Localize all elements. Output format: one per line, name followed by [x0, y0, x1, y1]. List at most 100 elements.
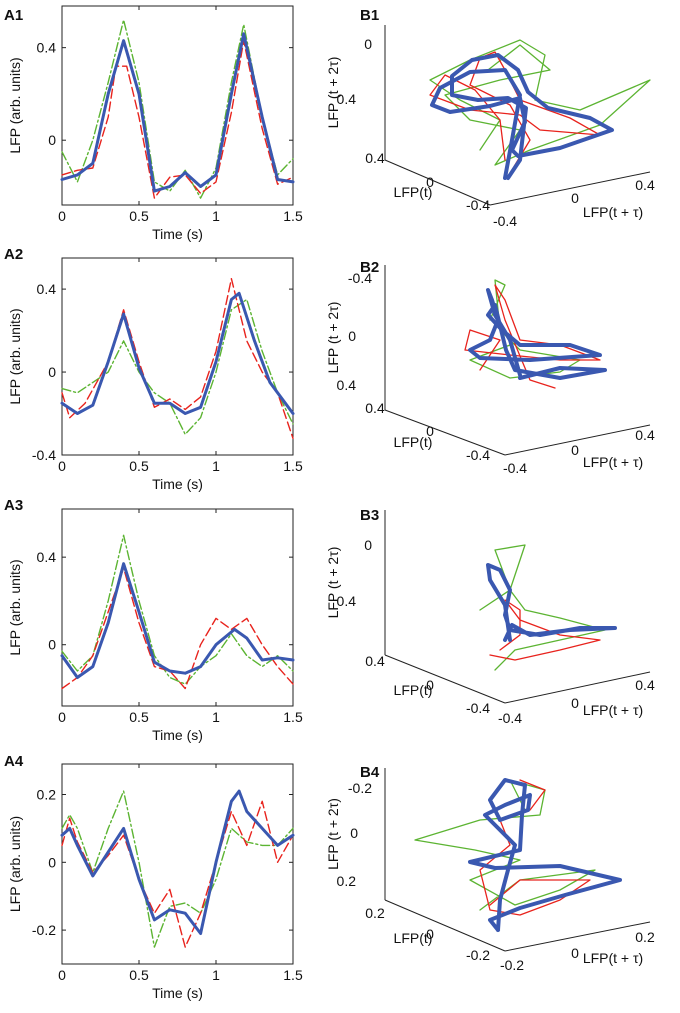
y-axis-line	[504, 921, 651, 952]
panel-label: A4	[4, 753, 24, 770]
y-axis-label: LFP (arb. units)	[7, 57, 23, 153]
y-tick-label: 0	[48, 637, 56, 653]
y-tick-label: 0	[571, 695, 579, 711]
x-tick-label: 1.5	[283, 458, 303, 474]
y-tick-label: 0	[48, 854, 56, 870]
series-line-red	[61, 278, 294, 440]
x-tick-label: 1	[212, 208, 220, 224]
x-tick-label: 0	[426, 423, 434, 439]
x-tick-label: 1	[212, 709, 220, 725]
trajectory-blue	[468, 288, 607, 380]
x-axis-label: LFP(t)	[394, 930, 433, 946]
x-tick-label: 1	[212, 458, 220, 474]
trajectory-red	[464, 284, 601, 389]
series-line-blue	[60, 789, 295, 935]
series-line-blue	[60, 291, 295, 415]
z-tick-label: 0.2	[337, 873, 357, 889]
x-tick-label: 0.2	[365, 905, 385, 921]
x-axis-label: Time (s)	[152, 727, 203, 743]
x-axis-label: Time (s)	[152, 985, 203, 1001]
z-tick-label: 0.4	[337, 91, 357, 107]
x-tick-label: -0.4	[466, 447, 490, 463]
y-tick-label: 0	[571, 945, 579, 961]
x-tick-label: 0	[58, 709, 66, 725]
x-tick-label: -0.4	[466, 197, 490, 213]
z-tick-label: 0	[364, 36, 372, 52]
plot-frame	[61, 5, 294, 206]
y-tick-label: 0.4	[37, 549, 57, 565]
z-axis-label: LFP (t + 2τ)	[325, 798, 341, 870]
y-axis-line	[504, 424, 651, 456]
x-tick-label: 0.4	[365, 150, 385, 166]
x-tick-label: 0	[426, 926, 434, 942]
y-tick-label: 0.2	[37, 787, 57, 803]
y-tick-label: 0.4	[635, 177, 655, 193]
trajectory-red	[489, 599, 601, 661]
x-tick-label: 0.5	[129, 967, 149, 983]
panel-label: B1	[360, 7, 379, 24]
panel-label: A1	[4, 7, 23, 24]
x-axis-label: LFP(t)	[394, 184, 433, 200]
y-tick-label: -0.2	[32, 922, 56, 938]
series-line-red	[61, 567, 294, 690]
x-tick-label: 1.5	[283, 709, 303, 725]
x-tick-label: 0.5	[129, 458, 149, 474]
x-tick-label: 0.5	[129, 208, 149, 224]
y-tick-label: 0	[48, 364, 56, 380]
z-axis-label: LFP (t + 2τ)	[325, 302, 341, 374]
y-axis-label: LFP (arb. units)	[7, 816, 23, 912]
y-axis-line	[489, 171, 651, 206]
x-axis-line	[384, 409, 506, 456]
plot-frame	[61, 763, 294, 965]
plot-frame	[61, 257, 294, 456]
x-tick-label: 0.4	[365, 653, 385, 669]
z-tick-label: 0.4	[337, 593, 357, 609]
z-axis-label: LFP (t + 2τ)	[325, 57, 341, 129]
y-tick-label: -0.2	[500, 957, 524, 973]
y-tick-label: 0.4	[37, 40, 57, 56]
x-tick-label: 1	[212, 967, 220, 983]
x-axis-line	[384, 899, 506, 952]
y-tick-label: 0.4	[37, 281, 57, 297]
trajectory-blue	[486, 563, 617, 642]
z-tick-label: 0	[348, 328, 356, 344]
x-axis-label: LFP(t)	[394, 434, 433, 450]
chart-A3: A3 0 0.5 1 1.5 0 0.4 Time (s) LFP (arb. units)	[4, 497, 303, 743]
chart-A4: A4 0 0.5 1 1.5 -0.2 0 0.2 Time (s) LFP (arb. unit…	[4, 753, 303, 1001]
panel-label: B4	[360, 764, 380, 781]
panel-label: B3	[360, 507, 379, 524]
z-tick-label: 0	[350, 825, 358, 841]
y-tick-label: -0.4	[493, 213, 517, 229]
trajectory-green	[469, 279, 581, 379]
x-axis-line	[384, 654, 506, 704]
y-axis-label: LFP(t + τ)	[583, 204, 643, 220]
x-tick-label: 0	[58, 208, 66, 224]
x-axis-label: Time (s)	[152, 476, 203, 492]
x-axis-label: LFP(t)	[394, 682, 433, 698]
series-line-red	[61, 800, 294, 948]
panel-label: A3	[4, 497, 23, 514]
y-axis-line	[504, 671, 651, 704]
y-axis-label: LFP(t + τ)	[583, 702, 643, 718]
trajectory-green	[479, 544, 606, 671]
series-line-blue	[60, 562, 295, 679]
x-axis-label: Time (s)	[152, 226, 203, 242]
trajectory-green	[414, 779, 596, 911]
y-axis-label: LFP (arb. units)	[7, 308, 23, 404]
x-tick-label: 0	[58, 967, 66, 983]
x-tick-label: 0	[426, 174, 434, 190]
z-tick-label: -0.4	[348, 270, 372, 286]
x-tick-label: 0	[426, 677, 434, 693]
series-line-green	[61, 790, 294, 948]
y-tick-label: 0	[571, 442, 579, 458]
x-tick-label: 1.5	[283, 208, 303, 224]
z-tick-label: 0.4	[337, 377, 357, 393]
series-line-red	[61, 40, 294, 199]
y-tick-label: 0.4	[635, 677, 655, 693]
x-tick-label: -0.4	[466, 700, 490, 716]
z-axis-label: LFP (t + 2τ)	[325, 547, 341, 619]
